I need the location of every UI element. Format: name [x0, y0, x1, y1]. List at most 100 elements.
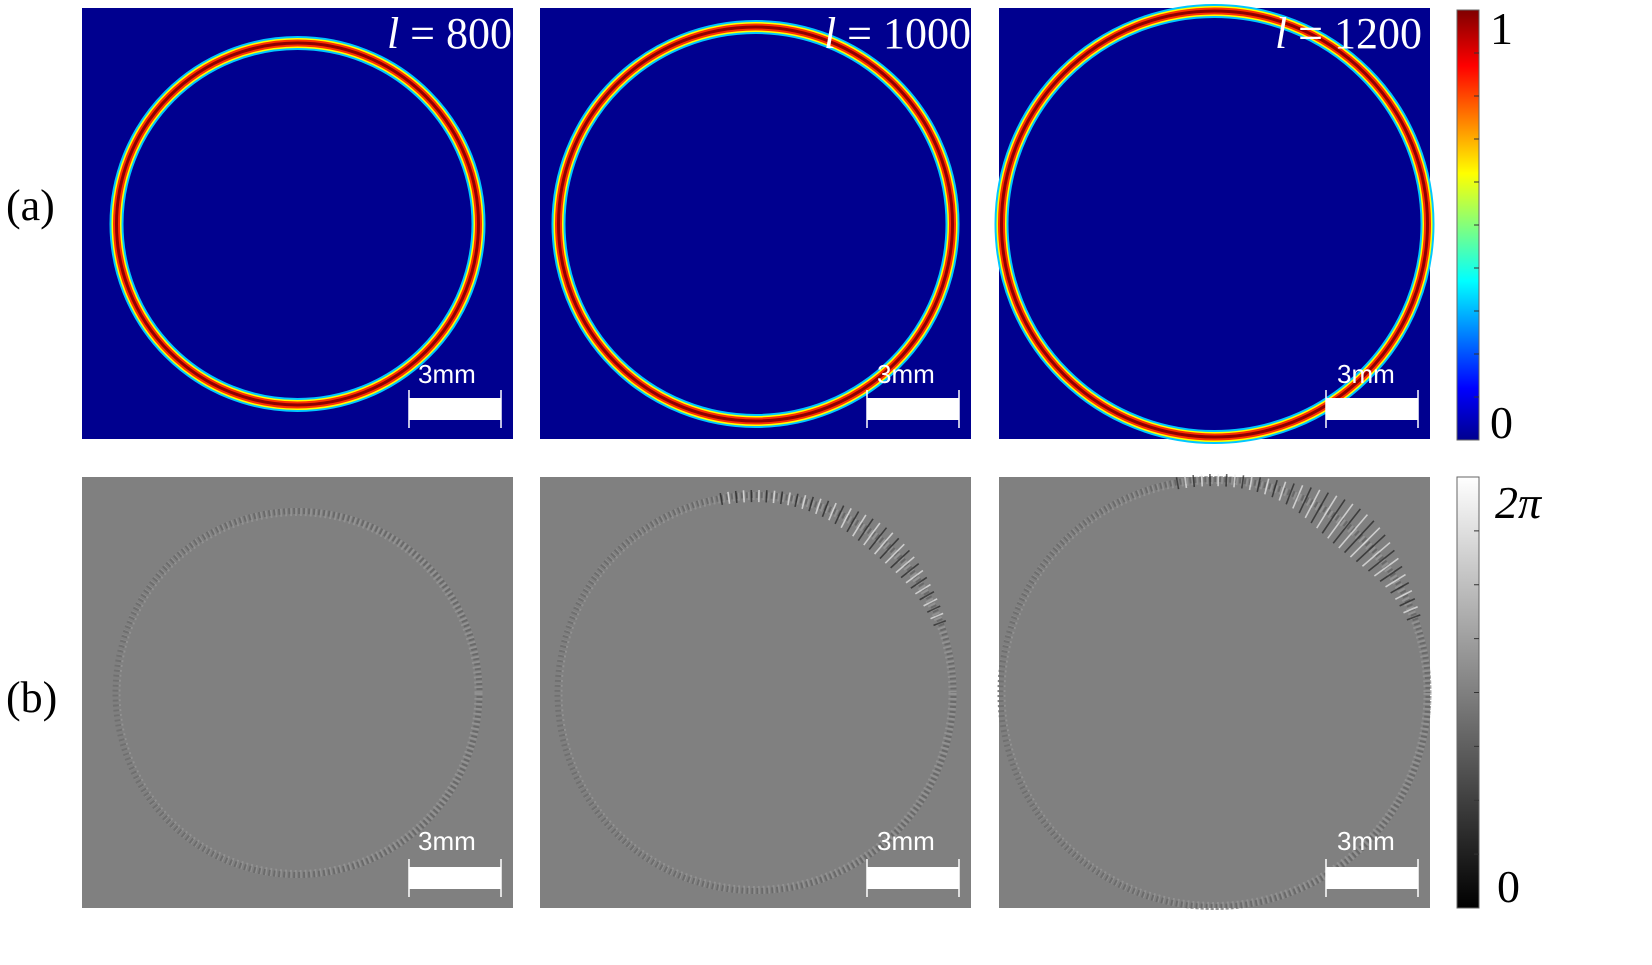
- fringe: [1394, 589, 1413, 600]
- fringe: [1343, 520, 1375, 554]
- fringe: [1403, 606, 1418, 614]
- fringe: [1298, 487, 1312, 514]
- fringe: [1278, 481, 1287, 501]
- colorbar-phase-min: 0: [1497, 861, 1520, 912]
- fringe: [933, 619, 947, 627]
- fringe: [1310, 492, 1330, 524]
- fringe: [1285, 483, 1295, 505]
- scale-bar: [1326, 398, 1418, 420]
- phase-fringes: [1175, 473, 1421, 621]
- fringe: [794, 493, 799, 508]
- colorbar-intensity-max: 1: [1490, 3, 1513, 54]
- fringe: [1361, 541, 1391, 567]
- fringe: [1406, 614, 1421, 621]
- fringe: [857, 518, 874, 542]
- scale-label-a2: 3mm: [877, 359, 935, 389]
- fringe: [1316, 495, 1338, 529]
- fringe: [1390, 581, 1410, 594]
- panel-intensity-3: [999, 8, 1430, 439]
- colorbar-phase-max: 2π: [1495, 477, 1542, 528]
- fringe: [884, 543, 905, 564]
- scale-label-b2: 3mm: [877, 826, 935, 856]
- fringe: [919, 590, 935, 601]
- fringe: [1355, 534, 1386, 563]
- scale-bar: [867, 398, 959, 420]
- fringe: [1233, 474, 1236, 488]
- fringe: [914, 583, 931, 595]
- scale-label-b3: 3mm: [1337, 826, 1395, 856]
- fringe: [1241, 475, 1245, 489]
- phase-fringes: [719, 489, 947, 627]
- fringe: [910, 576, 928, 589]
- fringe: [1367, 549, 1395, 572]
- panel-label-l800: l = 800: [386, 9, 512, 58]
- panel-phase-1: [82, 477, 513, 908]
- panel-label-l1200: l = 1200: [1274, 9, 1422, 58]
- scale-label-b1: 3mm: [418, 826, 476, 856]
- fringe: [900, 562, 920, 579]
- fringe: [873, 532, 894, 555]
- fringe: [1175, 477, 1180, 490]
- fringe: [1248, 476, 1253, 491]
- fringe: [1256, 477, 1262, 493]
- fringe: [930, 612, 944, 620]
- fringe: [863, 522, 881, 546]
- fringe: [879, 537, 900, 560]
- fringe: [1321, 499, 1346, 534]
- scale-bar: [1326, 867, 1418, 889]
- colorbar-intensity-min: 0: [1490, 397, 1513, 448]
- fringe: [734, 490, 738, 504]
- fringe: [868, 527, 888, 551]
- ring-layer: [1000, 9, 1429, 439]
- fringe: [719, 492, 724, 506]
- fringe: [1304, 489, 1321, 519]
- fringe: [787, 492, 791, 506]
- fringe: [895, 556, 915, 574]
- scale-bar: [867, 867, 959, 889]
- scale-label-a1: 3mm: [418, 359, 476, 389]
- fringe: [834, 505, 845, 525]
- fringe: [846, 511, 860, 533]
- fringe: [905, 569, 924, 584]
- phase-ring-dark: [112, 508, 483, 878]
- fringe: [1332, 508, 1362, 544]
- phase-ring-dark: [997, 476, 1432, 910]
- fringe: [821, 500, 830, 518]
- fringe: [1327, 503, 1354, 539]
- fringe: [1225, 474, 1228, 487]
- fringe: [890, 549, 910, 569]
- fringe: [1399, 598, 1416, 607]
- fringe: [815, 498, 822, 515]
- fringe: [840, 508, 852, 529]
- phase-ring-dark: [554, 492, 957, 894]
- fringe: [1379, 565, 1403, 582]
- fringe: [1192, 474, 1196, 488]
- fringe: [742, 490, 745, 503]
- fringe: [779, 491, 784, 505]
- scale-bar: [409, 867, 501, 889]
- fringe: [1200, 474, 1204, 487]
- fringe: [1349, 527, 1381, 558]
- fringe: [1271, 479, 1278, 498]
- fringe: [852, 514, 867, 537]
- fringe: [772, 490, 776, 504]
- fringe: [923, 598, 938, 607]
- row-label-a: (a): [6, 181, 55, 230]
- fringe: [1373, 557, 1399, 577]
- fringe: [1183, 475, 1188, 489]
- fringe: [1292, 485, 1304, 509]
- fringe: [801, 495, 807, 510]
- fringe: [828, 502, 837, 521]
- fringe: [808, 496, 814, 512]
- scale-bar: [409, 398, 501, 420]
- ring-layer: [115, 41, 480, 407]
- fringe: [727, 491, 731, 504]
- row-label-b: (b): [6, 673, 58, 722]
- panel-label-l1000: l = 1000: [823, 9, 971, 58]
- fringe: [1338, 514, 1369, 549]
- ring-layer: [557, 25, 954, 423]
- fringe: [1264, 478, 1270, 495]
- fringe: [926, 605, 941, 613]
- panel-intensity-1: [82, 8, 513, 439]
